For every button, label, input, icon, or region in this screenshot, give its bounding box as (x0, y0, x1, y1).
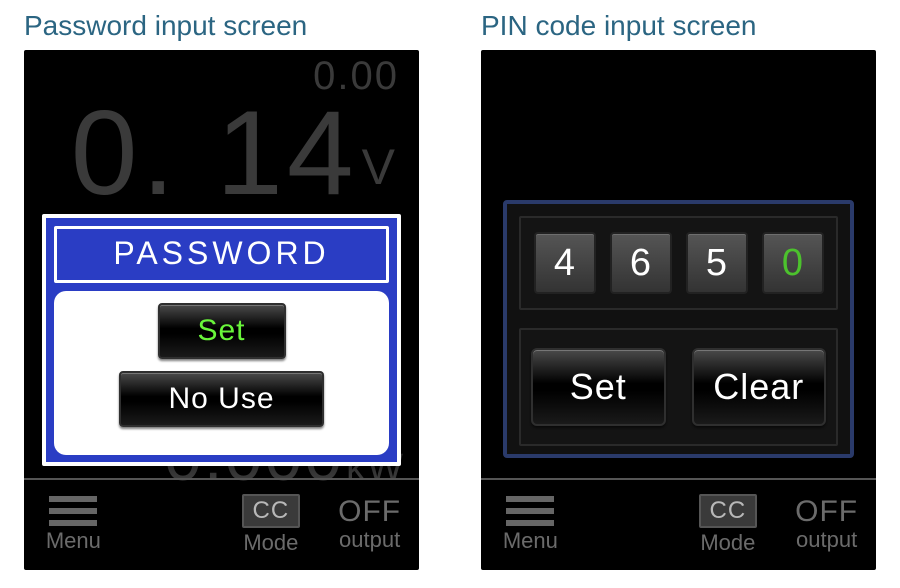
device-screen-password: 0.00 0. 14V 0.000kW PASSWORD Set No Use … (24, 50, 419, 570)
bottom-empty-cell (123, 480, 222, 570)
password-set-button[interactable]: Set (158, 303, 286, 359)
menu-button[interactable]: Menu (24, 480, 123, 570)
password-panel: Password input screen 0.00 0. 14V 0.000k… (24, 10, 419, 570)
output-state: OFF (795, 497, 858, 527)
menu-button[interactable]: Menu (481, 480, 580, 570)
reading-primary-unit: V (362, 139, 399, 195)
password-dialog-title: PASSWORD (54, 226, 389, 283)
hamburger-icon (49, 496, 97, 526)
menu-label: Menu (503, 528, 558, 554)
mode-button[interactable]: CC Mode (679, 480, 778, 570)
pincode-panel: PIN code input screen 4 6 5 0 Set Clear … (481, 10, 876, 570)
output-button[interactable]: OFF output (777, 480, 876, 570)
password-dialog-body: Set No Use (54, 291, 389, 455)
pincode-button-row: Set Clear (519, 328, 838, 446)
menu-label: Menu (46, 528, 101, 554)
mode-label: Mode (700, 530, 755, 556)
bottom-bar: Menu CC Mode OFF output (24, 478, 419, 570)
bottom-empty-cell (580, 480, 679, 570)
output-label: output (796, 527, 857, 553)
password-dialog: PASSWORD Set No Use (42, 214, 401, 466)
mode-badge: CC (242, 494, 300, 528)
device-screen-pincode: 4 6 5 0 Set Clear Menu CC Mode (481, 50, 876, 570)
reading-primary-value: 0. 14 (71, 86, 358, 220)
mode-badge: CC (699, 494, 757, 528)
pincode-caption: PIN code input screen (481, 10, 876, 42)
output-label: output (339, 527, 400, 553)
pincode-clear-button[interactable]: Clear (692, 348, 827, 426)
bottom-bar: Menu CC Mode OFF output (481, 478, 876, 570)
output-button[interactable]: OFF output (320, 480, 419, 570)
background-readings: 0.00 0. 14V (24, 50, 419, 207)
pincode-dialog: 4 6 5 0 Set Clear (503, 200, 854, 458)
pincode-digit-row: 4 6 5 0 (519, 216, 838, 310)
pin-digit-1[interactable]: 4 (534, 232, 596, 294)
hamburger-icon (506, 496, 554, 526)
mode-button[interactable]: CC Mode (222, 480, 321, 570)
password-caption: Password input screen (24, 10, 419, 42)
pin-digit-4[interactable]: 0 (762, 232, 824, 294)
pin-digit-3[interactable]: 5 (686, 232, 748, 294)
pin-digit-2[interactable]: 6 (610, 232, 672, 294)
password-nouse-button[interactable]: No Use (119, 371, 324, 427)
output-state: OFF (338, 497, 401, 527)
mode-label: Mode (243, 530, 298, 556)
pincode-set-button[interactable]: Set (531, 348, 666, 426)
reading-primary: 0. 14V (24, 99, 399, 207)
